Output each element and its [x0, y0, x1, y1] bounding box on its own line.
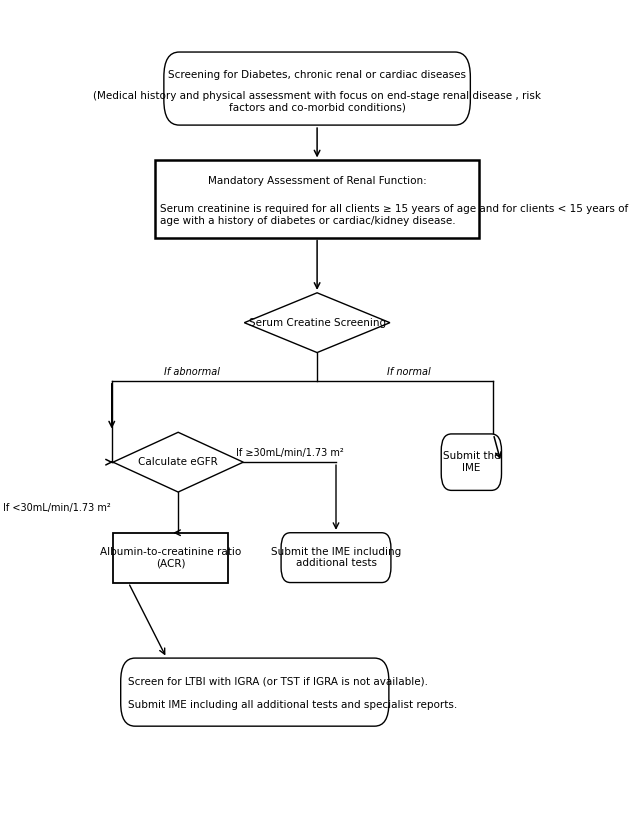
FancyBboxPatch shape	[121, 658, 389, 726]
Text: If abnormal: If abnormal	[164, 367, 220, 377]
Text: Serum Creatine Screening: Serum Creatine Screening	[249, 317, 386, 327]
Text: Screening for Diabetes, chronic renal or cardiac diseases: Screening for Diabetes, chronic renal or…	[168, 70, 466, 80]
Text: If normal: If normal	[387, 367, 431, 377]
Text: Submit the
IME: Submit the IME	[443, 451, 500, 473]
Text: Screen for LTBI with IGRA (or TST if IGRA is not available).: Screen for LTBI with IGRA (or TST if IGR…	[128, 676, 428, 686]
Polygon shape	[244, 292, 390, 352]
FancyBboxPatch shape	[441, 434, 501, 491]
Text: Submit the IME including
additional tests: Submit the IME including additional test…	[271, 546, 401, 568]
Text: Calculate eGFR: Calculate eGFR	[138, 457, 218, 467]
Text: Albumin-to-creatinine ratio
(ACR): Albumin-to-creatinine ratio (ACR)	[100, 546, 241, 568]
Bar	[113, 533, 228, 582]
Polygon shape	[113, 432, 244, 492]
Text: Mandatory Assessment of Renal Function:: Mandatory Assessment of Renal Function:	[208, 176, 426, 186]
Text: Serum creatinine is required for all clients ≥ 15 years of age and for clients <: Serum creatinine is required for all cli…	[160, 204, 628, 226]
Text: (Medical history and physical assessment with focus on end-stage renal disease ,: (Medical history and physical assessment…	[93, 91, 541, 112]
Bar	[155, 161, 479, 237]
FancyBboxPatch shape	[281, 533, 391, 582]
FancyBboxPatch shape	[164, 52, 470, 125]
Text: Submit IME including all additional tests and specialist reports.: Submit IME including all additional test…	[128, 701, 458, 711]
Text: If ≥30mL/min/1.73 m²: If ≥30mL/min/1.73 m²	[236, 448, 344, 458]
Text: If <30mL/min/1.73 m²: If <30mL/min/1.73 m²	[3, 503, 110, 513]
